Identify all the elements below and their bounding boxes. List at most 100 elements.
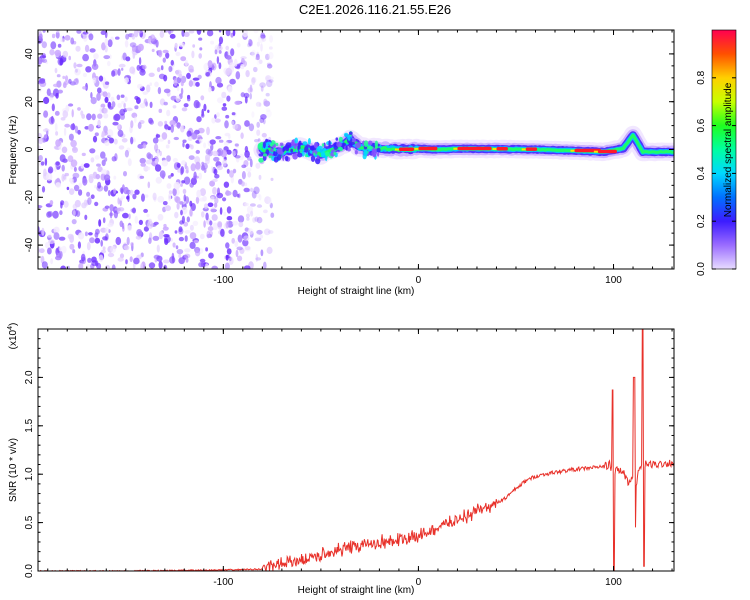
noise-speck [134,116,137,123]
noise-speck [265,53,270,61]
noise-speck [236,42,241,48]
noise-speck [231,237,235,244]
colorbar-tick-label: 0.8 [696,70,707,84]
noise-speck [58,236,66,241]
noise-speck [135,235,142,240]
noise-speck [130,120,134,129]
noise-speck [90,194,95,199]
noise-speck [208,252,214,259]
noise-speck [70,37,75,45]
noise-speck [63,200,69,208]
noise-speck [181,107,188,112]
noise-speck [171,255,175,264]
noise-speck [66,227,69,231]
noise-speck [52,83,60,88]
band-warm-edge [521,148,526,151]
band-speck [328,140,331,147]
noise-speck [142,143,147,149]
noise-speck [70,139,77,148]
band-speck [262,141,266,149]
noise-speck [133,257,140,265]
noise-speck [86,191,91,197]
noise-speck [67,155,74,163]
noise-speck [174,211,179,219]
noise-speck [159,30,165,38]
noise-speck [138,57,142,66]
noise-speck [123,186,129,195]
noise-speck [61,146,68,154]
band-warm-edge [492,148,497,150]
y-tick-label: -20 [24,190,35,205]
noise-speck [174,42,178,49]
noise-speck [206,126,210,136]
noise-speck [125,33,130,40]
noise-speck [223,181,230,188]
noise-speck [176,76,182,84]
noise-speck [149,82,152,86]
noise-speck [189,182,194,188]
noise-speck [179,201,184,205]
noise-speck [168,190,173,195]
band-hot-core [418,146,438,151]
noise-speck [100,169,108,175]
noise-speck [180,56,187,62]
noise-speck [54,110,60,116]
noise-speck [98,254,104,262]
noise-speck [49,200,54,206]
noise-speck [41,41,47,49]
noise-speck [195,81,200,87]
noise-speck [236,246,243,251]
noise-speck [149,101,153,109]
noise-speck [88,33,94,41]
noise-speck [71,109,74,118]
snr-multiplier-exponent: 4 [7,326,14,330]
noise-speck [203,142,207,149]
noise-speck [109,204,114,212]
noise-speck [173,78,178,87]
noise-speck [218,50,222,54]
noise-speck [132,207,136,214]
noise-speck [145,101,149,107]
noise-speck [156,244,160,253]
noise-speck [186,165,189,174]
noise-speck [166,183,172,189]
noise-speck [134,105,139,110]
noise-speck [216,97,224,104]
noise-speck [225,220,230,229]
noise-speck [102,217,106,224]
noise-speck [255,192,260,198]
y-tick-label: 2.0 [24,370,35,384]
noise-speck [117,68,121,76]
snr-frame [37,328,675,572]
y-tick-label: 0.5 [24,515,35,529]
noise-speck [140,263,144,269]
noise-speck [235,71,241,80]
noise-speck [42,30,46,33]
noise-speck [56,30,60,33]
noise-speck [46,130,49,136]
noise-speck [245,213,250,218]
noise-speck [164,120,168,125]
noise-speck [121,67,124,71]
noise-speck [103,108,108,114]
noise-speck [265,108,271,113]
noise-speck [128,213,131,220]
noise-speck [111,264,116,269]
noise-speck [117,207,125,212]
noise-speck [192,77,200,81]
noise-speck [243,235,250,242]
noise-speck [210,166,214,173]
noise-speck [250,187,254,192]
noise-speck [183,221,189,227]
noise-speck [200,164,206,171]
noise-speck [163,74,168,82]
noise-speck [218,139,224,143]
noise-speck [175,245,179,250]
noise-speck [100,151,106,159]
noise-speck [184,248,191,253]
noise-speck [254,237,262,242]
noise-speck [75,45,81,52]
noise-speck [261,36,267,42]
noise-speck [221,106,228,111]
noise-speck [196,189,202,198]
